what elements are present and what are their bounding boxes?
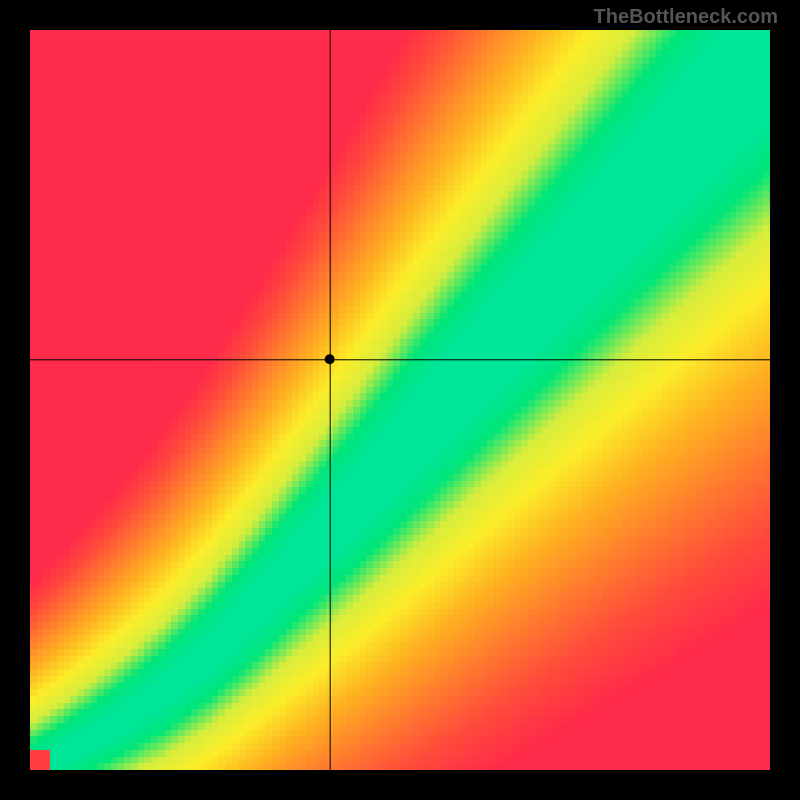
heatmap-canvas	[30, 30, 770, 770]
watermark-text: TheBottleneck.com	[594, 6, 778, 29]
